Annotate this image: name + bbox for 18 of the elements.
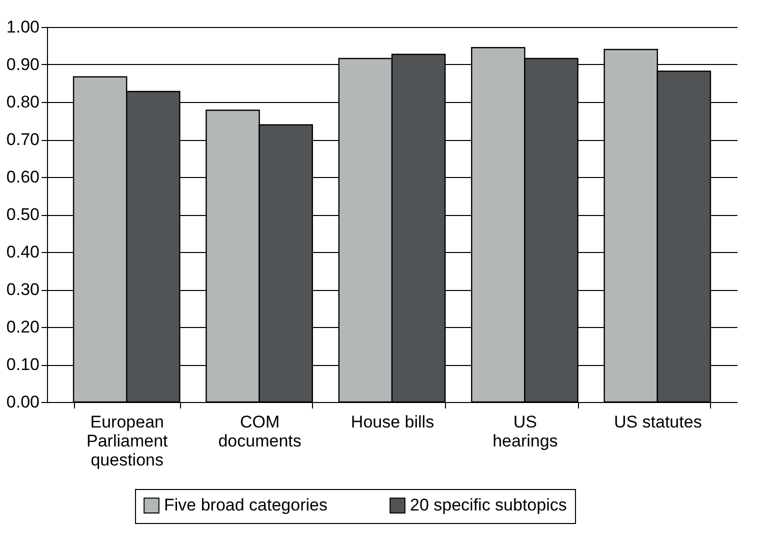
y-tick-label: 0.60 bbox=[6, 168, 40, 186]
y-tick-label: 0.90 bbox=[6, 55, 40, 74]
x-tick-label: European Parliament questions bbox=[86, 412, 168, 470]
legend-label: 20 specific subtopics bbox=[410, 496, 567, 515]
y-tick-label: 0.70 bbox=[6, 130, 40, 149]
y-tick-label: 0.80 bbox=[6, 92, 40, 112]
y-tick-label: 0.00 bbox=[6, 392, 40, 412]
y-tick-label: 0.10 bbox=[6, 355, 40, 374]
x-tick-label: US hearings bbox=[492, 412, 558, 450]
y-tick-label: 0.40 bbox=[6, 242, 40, 262]
x-tick-label: COM documents bbox=[218, 412, 302, 450]
x-tick-label: House bills bbox=[350, 412, 434, 432]
y-tick-label: 0.50 bbox=[6, 205, 40, 224]
legend-label: Five broad categories bbox=[164, 496, 328, 515]
y-tick-label: 0.20 bbox=[6, 318, 40, 336]
x-tick-label: US statutes bbox=[614, 412, 702, 432]
y-tick-label: 0.30 bbox=[6, 280, 40, 299]
y-tick-label: 1.00 bbox=[6, 18, 40, 36]
